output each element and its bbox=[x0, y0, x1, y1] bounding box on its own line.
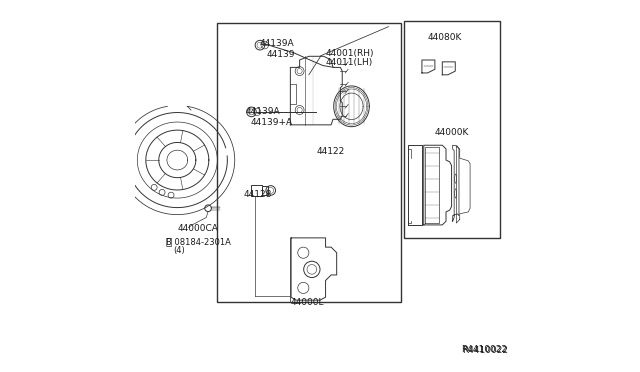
Text: Ⓑ: Ⓑ bbox=[166, 237, 172, 247]
Text: 44011(LH): 44011(LH) bbox=[326, 58, 373, 67]
Text: (4): (4) bbox=[173, 246, 186, 255]
Text: 44080K: 44080K bbox=[428, 33, 462, 42]
Bar bbox=[217, 23, 401, 302]
Bar bbox=[262, 186, 269, 195]
Bar bbox=[404, 21, 500, 238]
Text: 44139+A: 44139+A bbox=[251, 118, 293, 127]
Bar bbox=[252, 185, 262, 196]
Text: 44139A: 44139A bbox=[245, 108, 280, 116]
Text: 44000CA: 44000CA bbox=[177, 224, 218, 233]
Text: 44139A: 44139A bbox=[260, 39, 294, 48]
Text: R4410022: R4410022 bbox=[461, 345, 507, 354]
Text: 44128: 44128 bbox=[244, 190, 273, 199]
Text: 44122: 44122 bbox=[317, 147, 346, 156]
Text: 44000K: 44000K bbox=[435, 128, 469, 137]
Text: R4410022: R4410022 bbox=[462, 346, 508, 355]
Text: 44000L: 44000L bbox=[291, 298, 324, 307]
Text: 44139: 44139 bbox=[266, 50, 295, 59]
Text: 44001(RH): 44001(RH) bbox=[326, 49, 374, 58]
Text: B 08184-2301A: B 08184-2301A bbox=[166, 238, 231, 247]
